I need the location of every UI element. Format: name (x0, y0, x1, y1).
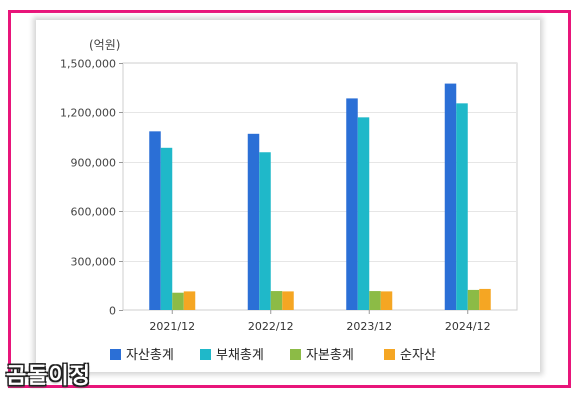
bar-1-2023-12 (346, 98, 358, 310)
legend-label-4: 순자산 (400, 348, 436, 363)
bar-2-2021-12 (160, 147, 173, 310)
bar-4-2024-12 (479, 288, 491, 310)
y-tick-label: 900,000 (71, 157, 117, 170)
x-tick-label: 2023/12 (346, 320, 392, 333)
y-tick-label: 1,500,000 (60, 58, 116, 71)
bar-1-2021-12 (149, 131, 161, 310)
x-tick-label: 2021/12 (149, 320, 195, 333)
y-tick-label: 300,000 (71, 256, 117, 269)
unit-label: (억원) (89, 38, 120, 52)
bar-4-2022-12 (282, 291, 294, 310)
legend-label-3: 자본총계 (306, 348, 354, 363)
bar-2-2022-12 (259, 152, 271, 310)
bar-4-2021-12 (183, 291, 196, 310)
legend-label-1: 자산총계 (126, 348, 174, 363)
legend-swatch-2 (200, 349, 211, 360)
bar-2-2024-12 (456, 103, 468, 311)
bar-3-2021-12 (172, 292, 184, 310)
watermark-text: 곰돌이정 (6, 364, 91, 389)
x-tick-label: 2022/12 (248, 320, 294, 333)
legend-swatch-3 (290, 349, 301, 360)
bar-3-2024-12 (467, 289, 480, 310)
legend-swatch-1 (110, 349, 121, 360)
y-tick-label: 0 (109, 305, 116, 318)
y-tick-label: 1,200,000 (60, 107, 116, 120)
bar-4-2023-12 (380, 291, 393, 310)
bar-1-2022-12 (247, 133, 260, 310)
bar-2-2023-12 (357, 117, 370, 310)
legend-swatch-4 (384, 349, 395, 360)
bar-3-2022-12 (270, 291, 283, 310)
x-tick-label: 2024/12 (445, 320, 491, 333)
y-tick-label: 600,000 (71, 206, 117, 219)
bar-1-2024-12 (444, 83, 457, 310)
bar-3-2023-12 (369, 291, 381, 310)
legend-label-2: 부채총계 (216, 348, 264, 363)
